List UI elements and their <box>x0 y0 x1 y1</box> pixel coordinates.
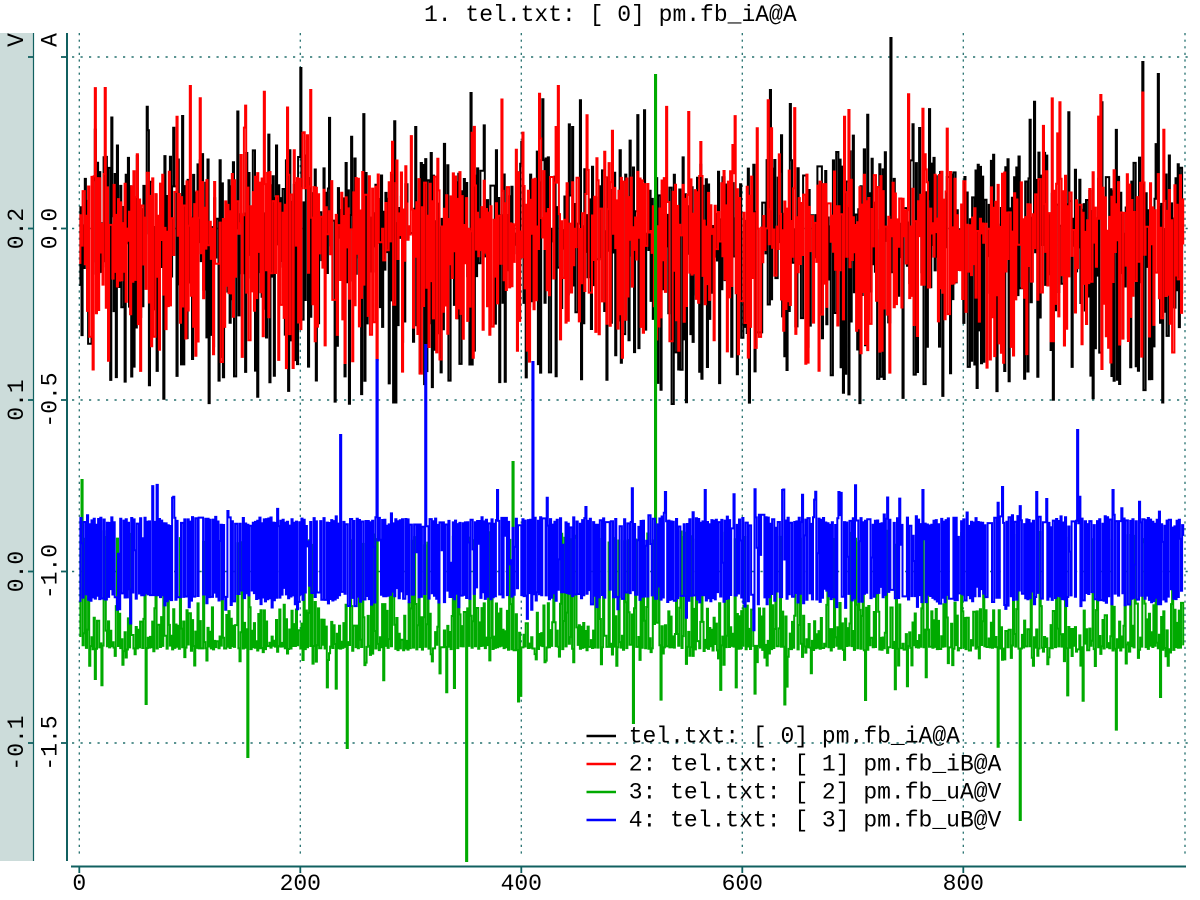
svg-text:600: 600 <box>722 871 763 897</box>
svg-text:0.0: 0.0 <box>4 551 30 592</box>
svg-text:2: tel.txt: [ 1] pm.fb_iB@A: 2: tel.txt: [ 1] pm.fb_iB@A <box>629 752 1002 778</box>
svg-text:1. tel.txt: [ 0] pm.fb_iA@A: 1. tel.txt: [ 0] pm.fb_iA@A <box>424 2 797 28</box>
svg-text:V: V <box>4 33 30 47</box>
svg-text:-1.0: -1.0 <box>38 544 64 599</box>
svg-text:200: 200 <box>280 871 321 897</box>
svg-text:-1.5: -1.5 <box>38 715 64 770</box>
svg-text:0.1: 0.1 <box>4 379 30 420</box>
svg-text:4: tel.txt: [ 3] pm.fb_uB@V: 4: tel.txt: [ 3] pm.fb_uB@V <box>629 808 1002 834</box>
svg-text:-0.5: -0.5 <box>38 372 64 427</box>
svg-text:-0.1: -0.1 <box>4 715 30 770</box>
svg-text:0.0: 0.0 <box>38 208 64 249</box>
svg-text:A: A <box>38 33 64 47</box>
svg-text:3: tel.txt: [ 2] pm.fb_uA@V: 3: tel.txt: [ 2] pm.fb_uA@V <box>629 780 1002 806</box>
svg-text:0.2: 0.2 <box>4 208 30 249</box>
svg-text:800: 800 <box>943 871 984 897</box>
svg-text:400: 400 <box>501 871 542 897</box>
svg-text:tel.txt: [ 0] pm.fb_iA@A: tel.txt: [ 0] pm.fb_iA@A <box>629 724 960 750</box>
svg-text:0: 0 <box>72 871 86 897</box>
